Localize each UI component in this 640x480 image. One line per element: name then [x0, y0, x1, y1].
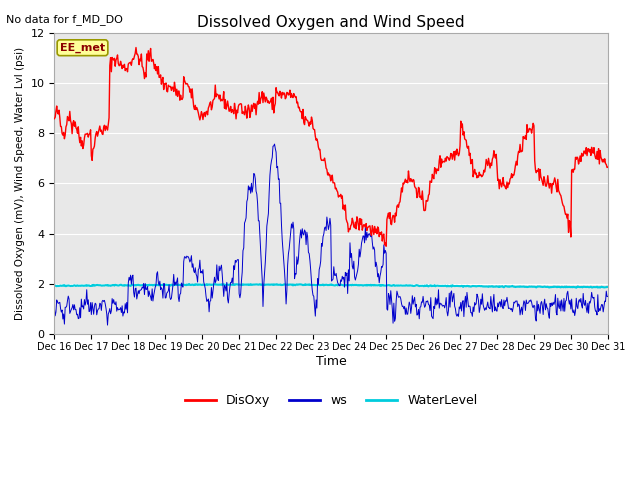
- Legend: DisOxy, ws, WaterLevel: DisOxy, ws, WaterLevel: [180, 389, 483, 412]
- Text: No data for f_MD_DO: No data for f_MD_DO: [6, 14, 124, 25]
- X-axis label: Time: Time: [316, 355, 346, 368]
- Text: EE_met: EE_met: [60, 43, 105, 53]
- Title: Dissolved Oxygen and Wind Speed: Dissolved Oxygen and Wind Speed: [197, 15, 465, 30]
- Y-axis label: Dissolved Oxygen (mV), Wind Speed, Water Lvl (psi): Dissolved Oxygen (mV), Wind Speed, Water…: [15, 47, 25, 320]
